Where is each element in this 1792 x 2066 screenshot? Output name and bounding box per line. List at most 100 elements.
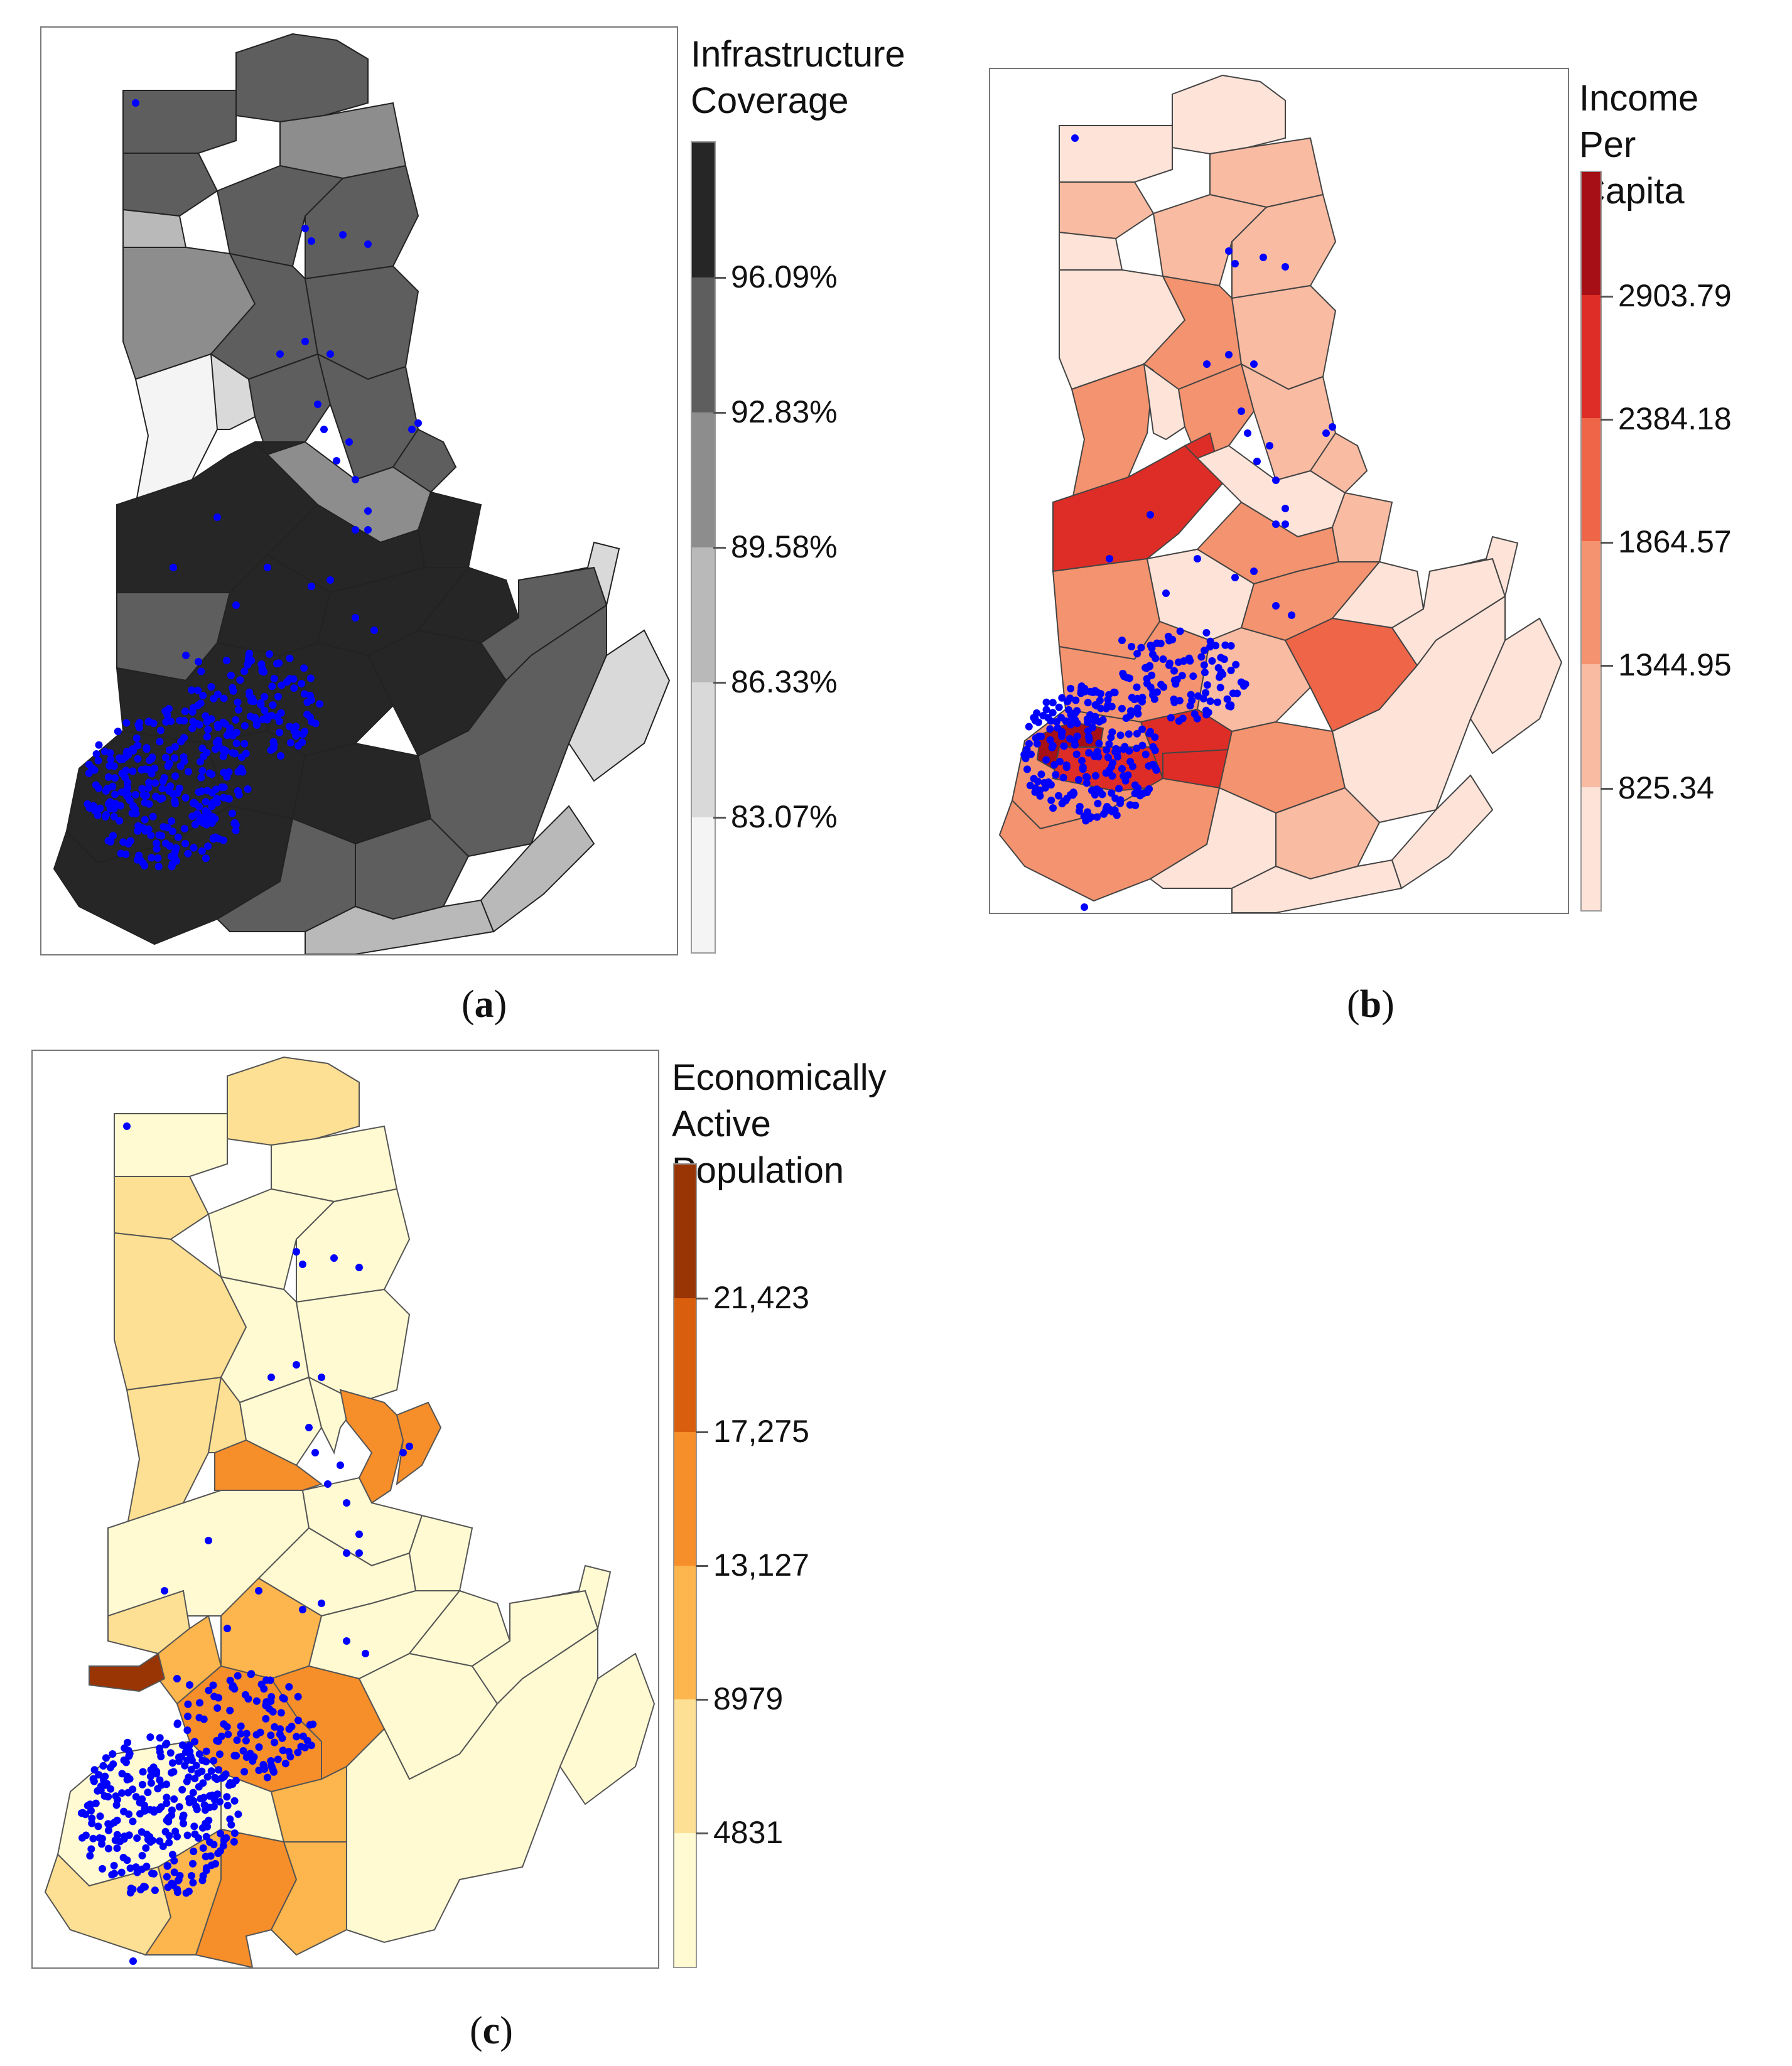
point [263, 1773, 271, 1782]
point [152, 792, 160, 800]
point [1185, 654, 1193, 662]
point [214, 1849, 222, 1858]
point [234, 1810, 242, 1818]
point [301, 1743, 309, 1751]
point [1233, 689, 1241, 697]
region [235, 33, 369, 123]
point [87, 1807, 95, 1815]
point [109, 1750, 117, 1758]
point [202, 1819, 210, 1827]
point [170, 1868, 178, 1876]
point [1187, 691, 1195, 699]
point [90, 1766, 99, 1774]
point [116, 817, 124, 825]
point [203, 1773, 212, 1781]
point [185, 768, 193, 776]
point [190, 1848, 198, 1856]
point [256, 1728, 264, 1736]
point [1085, 733, 1093, 741]
point [1122, 714, 1130, 722]
legend-swatch [1582, 541, 1600, 664]
region [122, 90, 237, 154]
legend-swatch [692, 412, 715, 547]
point [286, 723, 294, 731]
point [1282, 505, 1289, 512]
point [1118, 704, 1126, 713]
point [107, 837, 115, 846]
legend-swatch [692, 682, 715, 817]
point [1329, 423, 1336, 431]
point [188, 1757, 196, 1765]
point [148, 753, 156, 761]
point [355, 1531, 363, 1538]
point [276, 1730, 284, 1738]
point [242, 1730, 251, 1738]
point [1058, 694, 1066, 702]
point [1272, 476, 1280, 484]
point [126, 1864, 134, 1872]
point [253, 721, 261, 729]
point [286, 739, 294, 747]
point [123, 1122, 131, 1130]
point [174, 1876, 182, 1885]
point [1104, 753, 1112, 761]
point [185, 1887, 193, 1895]
point [125, 1810, 133, 1818]
legend-tick: 825.34 [1600, 770, 1714, 805]
point [162, 839, 170, 847]
point [202, 712, 210, 720]
point [1125, 730, 1133, 738]
point [1202, 628, 1211, 637]
point [1188, 696, 1196, 704]
point [318, 1374, 325, 1381]
point [1116, 796, 1125, 804]
point [1142, 750, 1150, 758]
point [269, 701, 277, 709]
point [307, 1741, 315, 1750]
point [190, 799, 198, 807]
legend-swatch [692, 817, 715, 952]
point [210, 1692, 219, 1701]
point [222, 1834, 230, 1842]
point [129, 802, 138, 810]
point [1103, 803, 1111, 810]
point [284, 1748, 293, 1756]
point [1113, 748, 1121, 756]
point [324, 1480, 332, 1488]
point [105, 773, 112, 781]
point [1100, 810, 1108, 818]
point [408, 426, 416, 433]
point [170, 1857, 178, 1864]
point [1072, 696, 1080, 704]
point [166, 782, 175, 790]
point [86, 1852, 94, 1860]
point [352, 526, 359, 534]
point [202, 798, 210, 805]
point [1225, 351, 1233, 358]
point [1194, 692, 1202, 700]
point [191, 1830, 199, 1838]
point [1022, 755, 1030, 763]
point [1063, 697, 1071, 706]
point [157, 1803, 165, 1811]
legend-tick: 92.83% [713, 394, 838, 429]
point [89, 802, 97, 810]
point [106, 798, 114, 806]
point [1202, 689, 1209, 697]
point [320, 426, 328, 433]
point [168, 1759, 176, 1767]
point [232, 740, 240, 748]
point [1085, 749, 1093, 757]
point [337, 1461, 344, 1469]
point [239, 768, 247, 776]
point [1201, 647, 1209, 655]
dense-points [1020, 627, 1250, 825]
point [123, 792, 131, 800]
point [111, 790, 119, 799]
region [114, 1113, 228, 1177]
point [278, 681, 286, 689]
point [183, 1726, 192, 1735]
point [1253, 458, 1261, 465]
point [199, 1872, 207, 1880]
point [301, 728, 308, 736]
